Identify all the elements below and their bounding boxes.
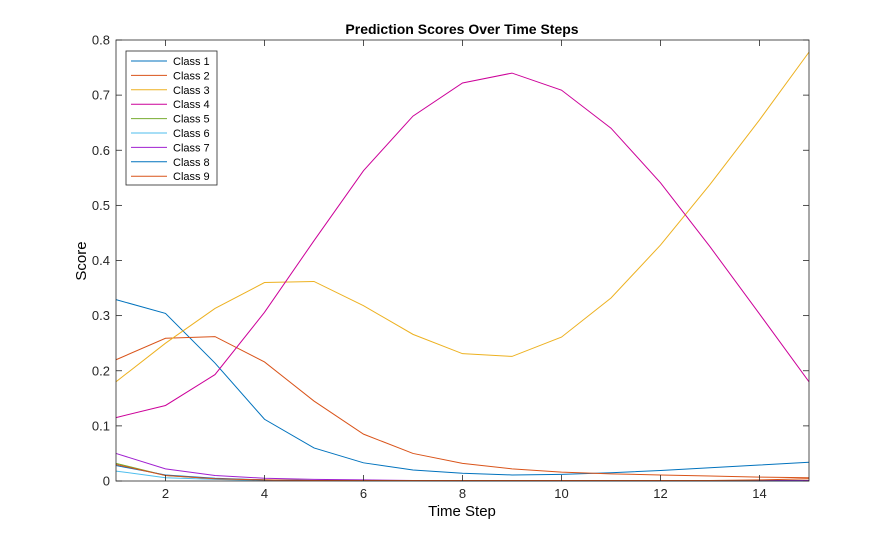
y-tick-label: 0.6: [92, 143, 110, 158]
y-axis-ticks: 0 0.1 0.2 0.3 0.4 0.5 0.6 0.7 0.8: [92, 33, 809, 489]
legend-label-class-2: Class 2: [173, 70, 210, 82]
x-tick-label: 10: [554, 486, 568, 501]
x-tick-label: 4: [261, 486, 268, 501]
y-tick-label: 0.3: [92, 308, 110, 323]
x-tick-label: 6: [360, 486, 367, 501]
legend-items: Class 1 Class 2 Class 3 Class 4 Class 5 Class…: [131, 56, 210, 183]
series-line-class-3: [115, 51, 810, 383]
y-axis-label: Score: [73, 241, 90, 280]
x-tick-label: 14: [752, 486, 766, 501]
legend-label-class-9: Class 9: [173, 171, 210, 183]
series-line-class-4: [115, 72, 810, 419]
legend-label-class-5: Class 5: [173, 114, 210, 126]
y-tick-label: 0.8: [92, 33, 110, 48]
legend-box: [125, 50, 218, 186]
y-tick-label: 0: [103, 474, 110, 489]
y-tick-label: 0.5: [92, 198, 110, 213]
plot-area: [116, 40, 809, 481]
y-tick-label: 0.1: [92, 418, 110, 433]
series-line-class-1: [115, 299, 810, 476]
legend-label-class-1: Class 1: [173, 56, 210, 68]
x-tick-label: 2: [162, 486, 169, 501]
x-tick-label: 8: [459, 486, 466, 501]
y-tick-label: 0.2: [92, 363, 110, 378]
x-tick-label: 12: [653, 486, 667, 501]
y-tick-label: 0.4: [92, 253, 110, 268]
x-axis-ticks: 2 4 6 8 10 12 14: [162, 40, 767, 501]
series-line-class-2: [115, 336, 810, 479]
legend-label-class-4: Class 4: [173, 99, 210, 111]
chart-title: Prediction Scores Over Time Steps: [345, 21, 578, 37]
x-axis-label: Time Step: [428, 503, 496, 520]
y-tick-label: 0.7: [92, 88, 110, 103]
legend-label-class-7: Class 7: [173, 142, 210, 154]
legend-label-class-8: Class 8: [173, 157, 210, 169]
legend: Class 1 Class 2 Class 3 Class 4 Class 5 Class…: [125, 50, 218, 186]
legend-label-class-6: Class 6: [173, 128, 210, 140]
legend-label-class-3: Class 3: [173, 85, 210, 97]
